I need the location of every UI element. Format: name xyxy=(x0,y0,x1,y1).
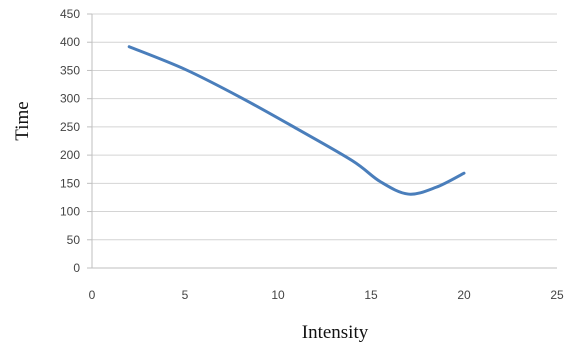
y-tick-label: 0 xyxy=(73,261,80,275)
y-tick-label: 100 xyxy=(60,205,80,219)
y-tick-labels: 0 50 100 150 200 250 300 350 400 450 xyxy=(60,7,80,275)
y-tick-label: 200 xyxy=(60,148,80,162)
x-tick-labels: 0 5 10 15 20 25 xyxy=(89,288,564,302)
series-layer xyxy=(127,45,466,196)
x-tick-label: 10 xyxy=(271,288,285,302)
y-tick-label: 250 xyxy=(60,120,80,134)
x-axis-title: Intensity xyxy=(302,322,369,343)
x-tick-label: 25 xyxy=(550,288,564,302)
x-tick-label: 15 xyxy=(364,288,378,302)
y-tick-label: 150 xyxy=(60,176,80,190)
gridlines xyxy=(87,13,557,269)
y-tick-label: 400 xyxy=(60,35,80,49)
y-tick-label: 50 xyxy=(67,233,81,247)
y-tick-label: 450 xyxy=(60,7,80,21)
y-tick-label: 350 xyxy=(60,63,80,77)
y-tick-label: 300 xyxy=(60,92,80,106)
series-line xyxy=(127,45,466,196)
x-tick-label: 20 xyxy=(457,288,471,302)
axes xyxy=(91,14,557,269)
x-tick-label: 0 xyxy=(89,288,96,302)
y-axis-title: Time xyxy=(12,101,33,140)
x-tick-label: 5 xyxy=(182,288,189,302)
